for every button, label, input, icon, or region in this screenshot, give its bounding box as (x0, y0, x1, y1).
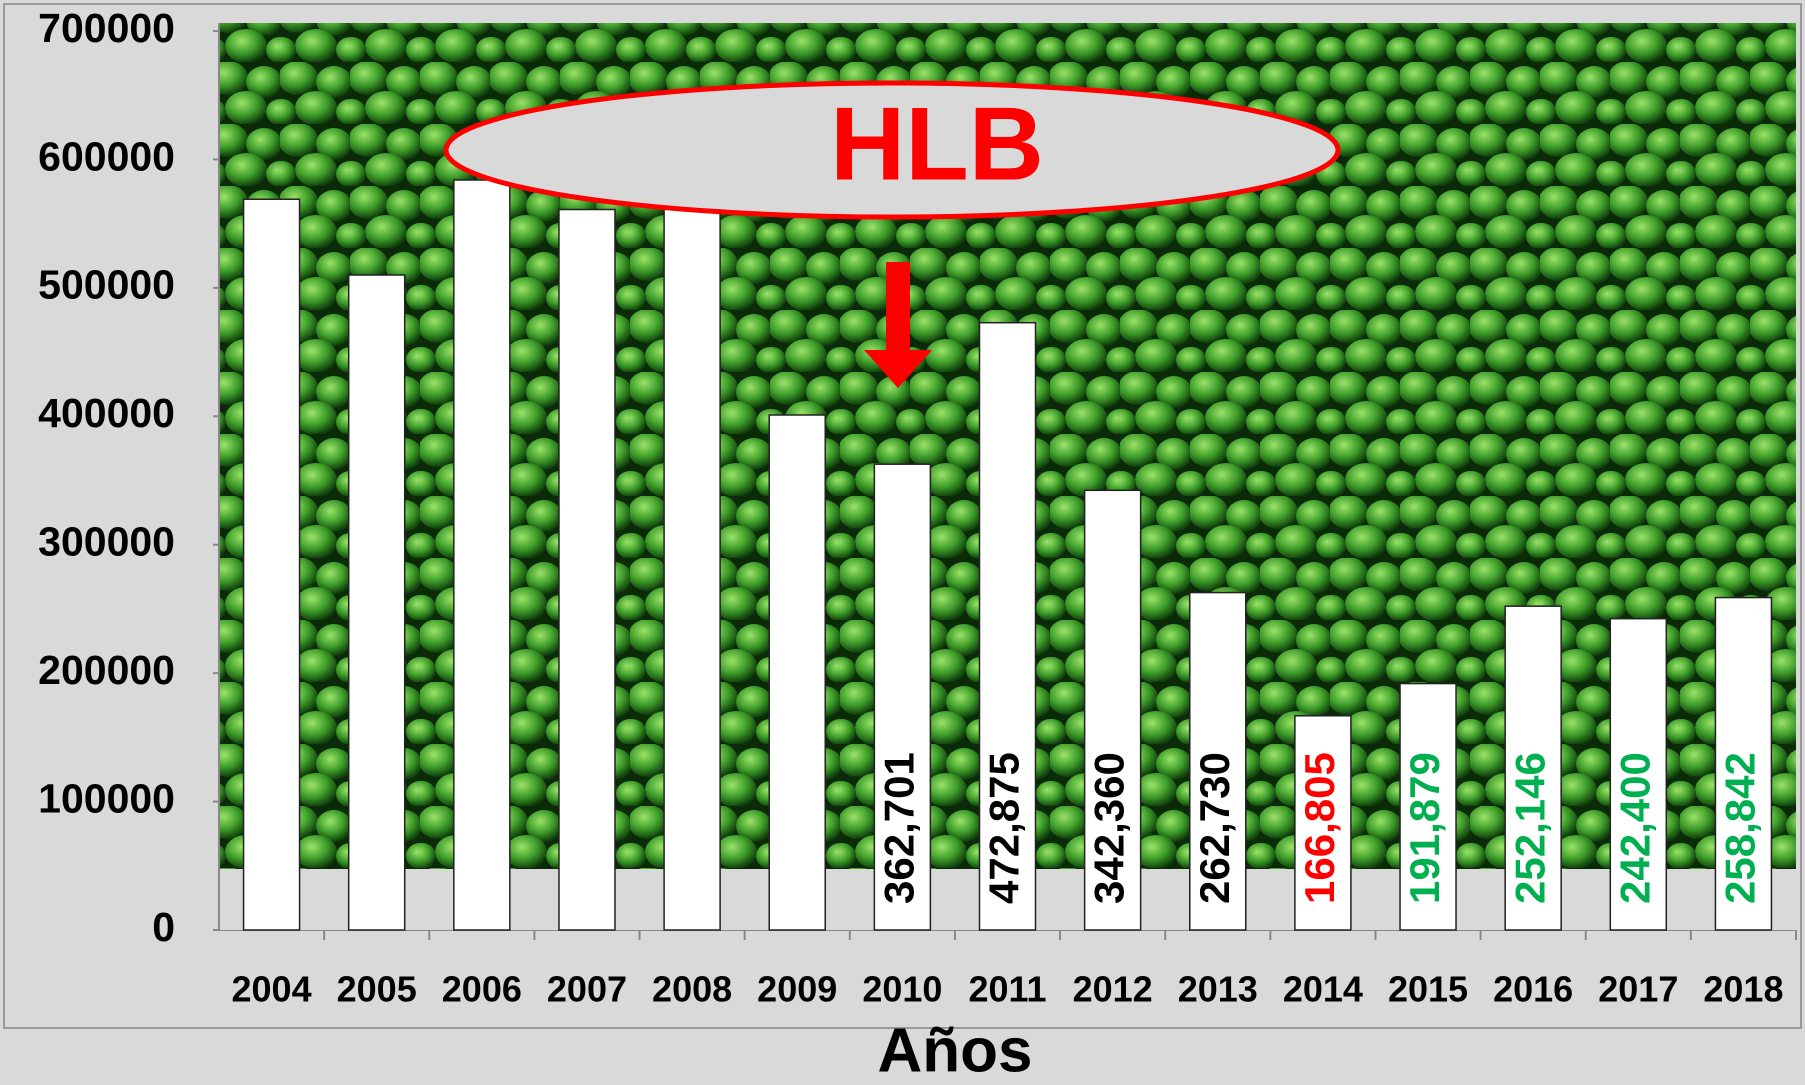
value-label: 191,879 (1401, 752, 1448, 904)
bar (1504, 605, 1562, 931)
value-label: 472,875 (981, 752, 1028, 904)
y-tick-label: 500000 (38, 262, 175, 308)
bar (873, 463, 932, 931)
bar (1399, 682, 1457, 931)
value-label: 252,146 (1506, 752, 1553, 904)
x-tick-label: 2006 (442, 969, 522, 1010)
x-tick-label: 2016 (1493, 969, 1573, 1010)
y-tick-label: 300000 (38, 519, 175, 565)
x-axis-title: Años (878, 1016, 1033, 1085)
y-tick-label: 600000 (38, 133, 175, 179)
annotation-ellipse (443, 80, 1341, 220)
x-tick-label: 2015 (1388, 969, 1468, 1010)
x-tick-label: 2012 (1073, 969, 1153, 1010)
chart-frame (3, 3, 1802, 1029)
value-label: 258,842 (1717, 752, 1764, 904)
x-tick-label: 2010 (862, 969, 942, 1010)
bar (347, 274, 406, 931)
bar (1714, 596, 1773, 931)
x-tick-label: 2009 (757, 969, 837, 1010)
annotation-arrow-head (864, 350, 932, 388)
y-tick-label: 0 (152, 904, 175, 950)
x-tick-label: 2014 (1283, 969, 1363, 1010)
x-tick-label: 2007 (547, 969, 627, 1010)
value-label: 242,400 (1611, 752, 1658, 904)
y-tick-label: 200000 (38, 647, 175, 693)
y-tick-label: 100000 (38, 775, 175, 821)
x-tick-label: 2017 (1598, 969, 1678, 1010)
x-tick-label: 2004 (232, 969, 312, 1010)
x-tick-label: 2013 (1178, 969, 1258, 1010)
annotation-text: HLB (830, 86, 1044, 202)
annotation-arrow (886, 262, 910, 352)
value-label: 342,360 (1086, 752, 1133, 904)
bar (1083, 489, 1142, 931)
bar (1189, 591, 1247, 931)
y-tick-label: 400000 (38, 390, 175, 436)
x-tick-label: 2011 (968, 969, 1046, 1010)
bar (242, 198, 301, 931)
value-label: 262,730 (1191, 752, 1238, 904)
value-label: 362,701 (875, 752, 922, 904)
bar (1294, 715, 1352, 931)
x-tick-label: 2005 (337, 969, 417, 1010)
bar (768, 414, 826, 931)
y-tick-label: 700000 (38, 5, 175, 51)
bar (663, 171, 721, 931)
bar (558, 208, 616, 931)
bar (1609, 617, 1668, 931)
bar (453, 179, 511, 931)
x-tick-label: 2008 (652, 969, 732, 1010)
bar (978, 321, 1037, 931)
x-tick-label: 2018 (1703, 969, 1783, 1010)
value-label: 166,805 (1296, 752, 1343, 904)
